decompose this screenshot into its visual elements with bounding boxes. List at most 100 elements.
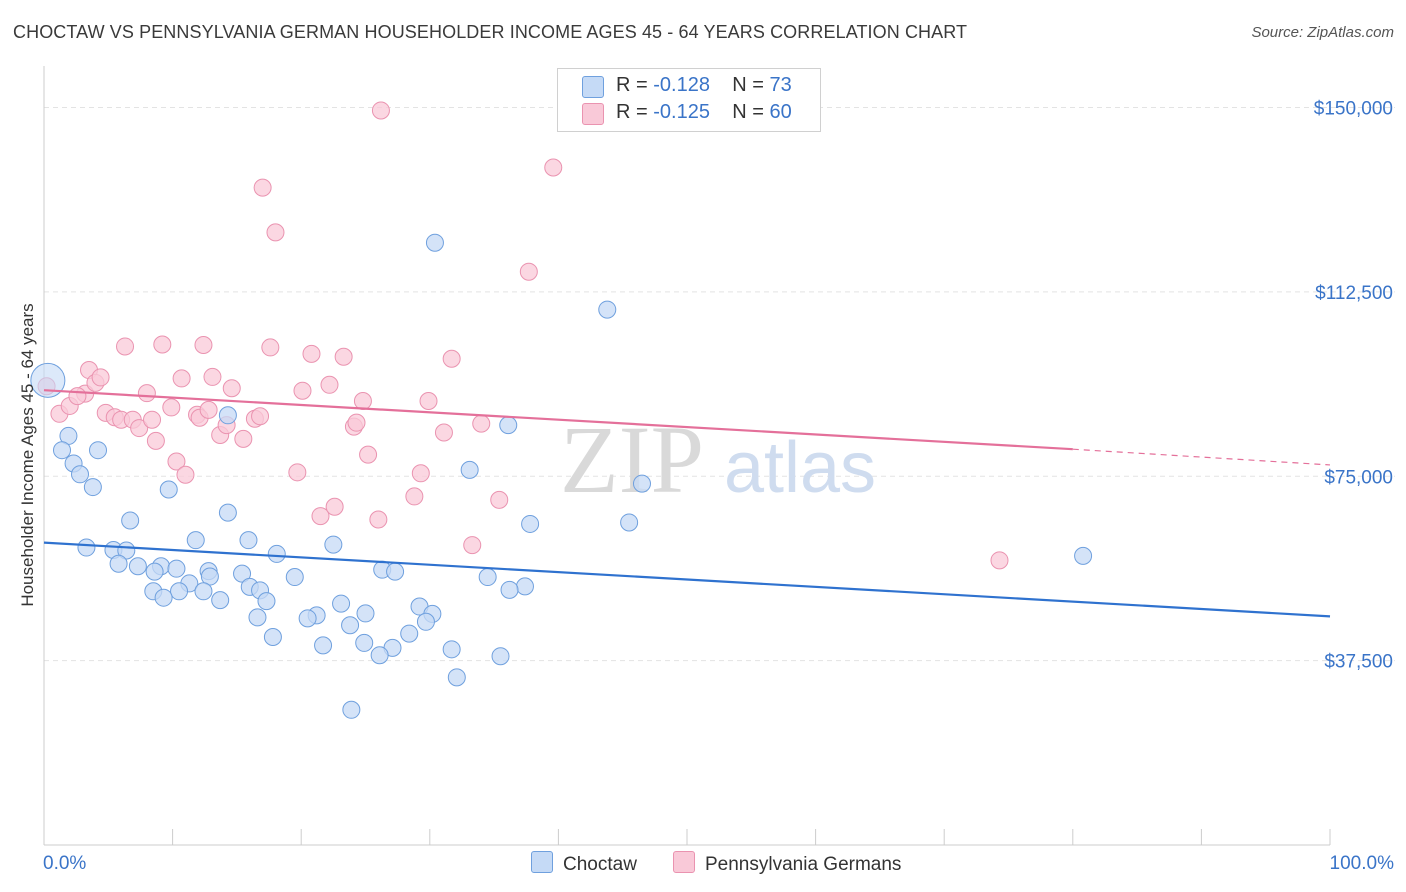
legend-swatch-pennsylvania-germans <box>582 103 604 125</box>
x-tick-label-max: 100.0% <box>1330 853 1395 874</box>
data-point-choctaw <box>447 668 466 687</box>
data-point-choctaw <box>257 592 276 611</box>
legend-text-choctaw: R = -0.128 N = 73 <box>616 74 792 96</box>
data-point-choctaw <box>521 514 540 533</box>
data-point-pennsylvania-germans <box>167 452 186 471</box>
data-point-pennsylvania-germans <box>199 400 218 419</box>
data-point-pennsylvania-germans <box>334 347 353 366</box>
data-point-choctaw <box>128 557 147 576</box>
data-point-pennsylvania-germans <box>302 344 321 363</box>
data-point-choctaw <box>298 609 317 628</box>
y-tick-label: $75,000 <box>1324 467 1393 488</box>
data-point-choctaw <box>341 616 360 635</box>
data-point-pennsylvania-germans <box>153 335 172 354</box>
data-point-choctaw <box>500 580 519 599</box>
data-point-pennsylvania-germans <box>293 381 312 400</box>
data-point-choctaw <box>442 640 461 659</box>
series-pennsylvania-germans <box>37 101 1009 570</box>
data-point-pennsylvania-germans <box>261 338 280 357</box>
data-point-choctaw <box>324 535 343 554</box>
data-point-pennsylvania-germans <box>266 223 285 242</box>
data-point-choctaw <box>218 503 237 522</box>
data-point-choctaw <box>194 582 213 601</box>
data-point-choctaw <box>491 647 510 666</box>
data-point-pennsylvania-germans <box>172 369 191 388</box>
data-point-choctaw <box>89 441 108 460</box>
data-point-pennsylvania-germans <box>130 419 149 438</box>
bottom-legend-label-pennsylvania-germans: Pennsylvania Germans <box>705 854 902 875</box>
data-point-choctaw <box>30 362 66 398</box>
data-point-choctaw <box>145 562 164 581</box>
trend-line-pennsylvania-germans <box>43 389 1073 451</box>
data-point-choctaw <box>218 406 237 425</box>
data-point-pennsylvania-germans <box>222 379 241 398</box>
data-point-pennsylvania-germans <box>311 507 330 526</box>
data-point-pennsylvania-germans <box>162 398 181 417</box>
data-point-choctaw <box>83 478 102 497</box>
y-tick-labels: $37,500 $75,000 $112,500 $150,000 <box>1314 99 1393 673</box>
data-point-pennsylvania-germans <box>369 510 388 529</box>
data-point-choctaw <box>400 624 419 643</box>
data-point-choctaw <box>267 544 286 563</box>
x-tick-label-min: 0.0% <box>43 853 86 874</box>
data-point-choctaw <box>515 577 534 596</box>
data-point-choctaw <box>314 636 333 655</box>
data-point-pennsylvania-germans <box>359 445 378 464</box>
data-point-choctaw <box>499 416 518 435</box>
data-point-choctaw <box>77 538 96 557</box>
data-point-pennsylvania-germans <box>544 158 563 177</box>
data-point-pennsylvania-germans <box>472 414 491 433</box>
data-point-pennsylvania-germans <box>288 463 307 482</box>
legend-r-pennsylvania-germans: -0.125 <box>653 101 710 123</box>
y-axis-label: Householder Income Ages 45 - 64 years <box>18 303 37 607</box>
data-point-choctaw <box>356 604 375 623</box>
data-point-choctaw <box>248 608 267 627</box>
x-tick-labels: 0.0% 100.0% <box>43 853 1394 874</box>
bottom-legend-swatch-choctaw <box>531 851 553 873</box>
data-point-choctaw <box>121 511 140 530</box>
data-point-pennsylvania-germans <box>325 497 344 516</box>
data-point-pennsylvania-germans <box>146 431 165 450</box>
data-point-pennsylvania-germans <box>463 536 482 555</box>
data-point-choctaw <box>285 568 304 587</box>
data-point-pennsylvania-germans <box>353 392 372 411</box>
data-point-pennsylvania-germans <box>203 367 222 386</box>
data-point-choctaw <box>263 628 282 647</box>
data-point-choctaw <box>186 531 205 550</box>
trend-line-pennsylvania-germans-extension <box>1072 448 1331 466</box>
data-point-choctaw <box>53 441 72 460</box>
data-point-choctaw <box>233 564 252 583</box>
data-point-choctaw <box>632 474 651 493</box>
data-point-pennsylvania-germans <box>91 368 110 387</box>
data-point-choctaw <box>425 233 444 252</box>
data-point-choctaw <box>342 700 361 719</box>
bottom-legend-swatch-pennsylvania-germans <box>673 851 695 873</box>
data-point-choctaw <box>386 562 405 581</box>
source-credit: Source: ZipAtlas.com <box>1251 24 1394 41</box>
data-point-choctaw <box>332 594 351 613</box>
legend-r-choctaw: -0.128 <box>653 74 710 96</box>
data-point-choctaw <box>109 554 128 573</box>
data-point-pennsylvania-germans <box>371 101 390 120</box>
legend-swatch-choctaw <box>582 76 604 98</box>
legend-text-pennsylvania-germans: R = -0.125 N = 60 <box>616 101 792 123</box>
data-point-choctaw <box>355 633 374 652</box>
data-point-choctaw <box>211 591 230 610</box>
series-choctaw <box>30 233 1093 719</box>
data-point-pennsylvania-germans <box>442 349 461 368</box>
y-tick-label: $37,500 <box>1324 652 1393 673</box>
data-point-pennsylvania-germans <box>251 407 270 426</box>
bottom-legend-label-choctaw: Choctaw <box>563 854 637 875</box>
data-point-pennsylvania-germans <box>411 464 430 483</box>
data-point-choctaw <box>167 559 186 578</box>
trend-line-choctaw <box>43 541 1331 618</box>
data-point-pennsylvania-germans <box>253 178 272 197</box>
data-point-choctaw <box>159 480 178 499</box>
data-point-pennsylvania-germans <box>405 487 424 506</box>
chart-title: CHOCTAW VS PENNSYLVANIA GERMAN HOUSEHOLD… <box>13 22 968 42</box>
data-point-pennsylvania-germans <box>990 551 1009 570</box>
y-tick-label: $150,000 <box>1314 99 1393 120</box>
bottom-legend-choctaw: Choctaw <box>531 851 637 876</box>
correlation-legend: R = -0.128 N = 73 R = -0.125 N = 60 <box>557 68 821 132</box>
